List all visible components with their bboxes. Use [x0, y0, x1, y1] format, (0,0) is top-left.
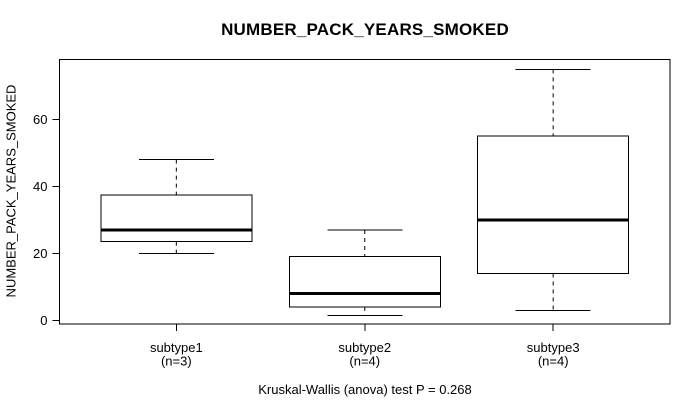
x-category-label: subtype1: [150, 340, 203, 355]
box-rect-subtype3: [477, 135, 630, 274]
y-tick-label: 0: [40, 313, 47, 328]
x-category-label: subtype3: [527, 340, 580, 355]
box-rect-subtype1: [100, 194, 253, 243]
y-axis-title-text: NUMBER_PACK_YEARS_SMOKED: [3, 84, 19, 298]
chart-title: NUMBER_PACK_YEARS_SMOKED: [221, 20, 509, 39]
y-tick-label: 60: [33, 112, 47, 127]
y-tick-label: 40: [33, 179, 47, 194]
x-category-label: subtype2: [338, 340, 391, 355]
box-rect-subtype2: [288, 256, 441, 308]
stat-test-caption: Kruskal-Wallis (anova) test P = 0.268: [258, 382, 472, 397]
x-n-label: (n=4): [349, 354, 380, 369]
y-tick-label: 20: [33, 246, 47, 261]
x-n-label: (n=4): [538, 354, 569, 369]
x-n-label: (n=3): [161, 354, 192, 369]
